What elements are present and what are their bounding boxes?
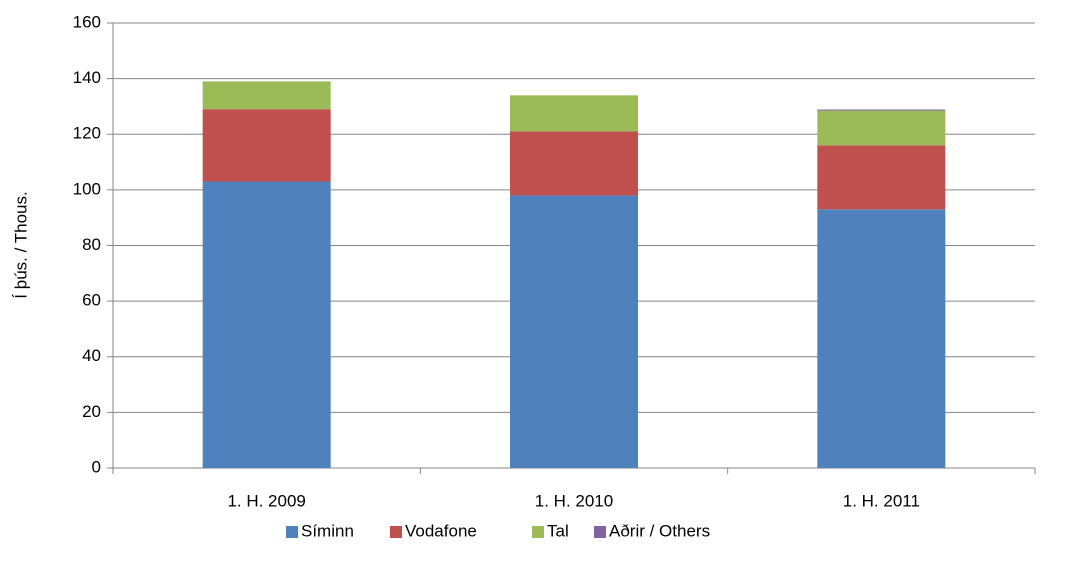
bar-segment [202, 181, 331, 468]
legend-label: Vodafone [405, 521, 477, 540]
legend-label: Tal [547, 521, 569, 540]
bar-segment [817, 209, 946, 468]
x-tick-label: 1. H. 2011 [843, 491, 920, 510]
y-tick-label: 160 [73, 12, 101, 31]
y-tick-label: 80 [82, 235, 101, 254]
y-tick-label: 100 [73, 179, 101, 198]
y-tick-label: 20 [82, 402, 101, 421]
y-axis-label: Í þús. / Thous. [11, 191, 30, 298]
bar-segment [510, 95, 638, 132]
y-tick-label: 60 [82, 291, 101, 310]
y-tick-label: 40 [82, 346, 101, 365]
y-tick-label: 140 [73, 68, 101, 87]
bar-segment [202, 109, 331, 182]
bar-segment [817, 145, 946, 210]
bar-segment [510, 131, 638, 196]
y-tick-label: 120 [73, 124, 101, 143]
legend-swatch [532, 526, 544, 538]
bar-segment [202, 81, 331, 110]
legend-label: Aðrir / Others [609, 521, 710, 540]
legend-swatch [390, 526, 402, 538]
bar-segment [817, 109, 946, 111]
x-tick-label: 1. H. 2009 [227, 491, 305, 510]
legend-swatch [594, 526, 606, 538]
bar-segment [510, 195, 638, 468]
legend-swatch [286, 526, 298, 538]
bar-segment [817, 110, 946, 146]
legend-label: Síminn [301, 521, 354, 540]
x-tick-label: 1. H. 2010 [535, 491, 613, 510]
y-tick-label: 0 [92, 457, 101, 476]
